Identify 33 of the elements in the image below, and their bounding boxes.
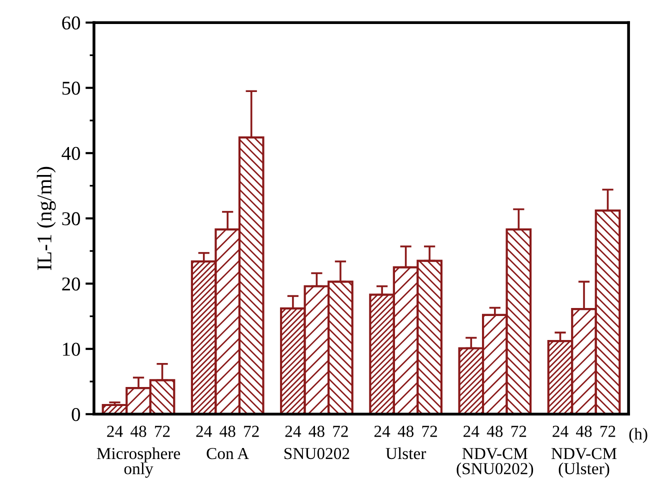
y-tick-label: 50	[62, 82, 80, 95]
y-tick-label: 40	[62, 146, 80, 160]
x-tick-label: NDV-CM (Ulster)	[551, 448, 617, 478]
x-tick-label: SNU0202	[284, 448, 350, 460]
text: 72	[422, 426, 437, 437]
y-tick-label: 10	[63, 342, 80, 356]
text: 72	[600, 426, 616, 437]
text: 72	[511, 426, 526, 437]
y-axis-title: IL-1 (ng/ml)	[36, 166, 56, 270]
x-tick-label: Con A	[206, 448, 250, 460]
x-tick-label: NDV-CM (SNU0202)	[456, 448, 534, 478]
y-tick-label: 30	[62, 212, 80, 226]
text: 48	[486, 426, 503, 437]
x-tick-label: Microsphere only	[96, 447, 180, 478]
x-tick-label: Ulster	[386, 447, 426, 460]
text: 24	[552, 426, 568, 437]
text: 24	[285, 426, 302, 437]
series-label: 24	[107, 426, 123, 437]
text: 72	[333, 426, 348, 437]
y-tick-label: 0	[72, 408, 80, 422]
text: 24	[464, 426, 480, 437]
text: 48	[398, 426, 414, 437]
text: 24	[196, 426, 212, 437]
text: 48	[576, 426, 592, 437]
series-label: 72	[155, 426, 170, 437]
text: 72	[244, 426, 259, 437]
text: 24	[374, 426, 390, 437]
series-label: 48	[130, 426, 146, 437]
text: 48	[308, 426, 324, 437]
text: 48	[220, 426, 236, 437]
y-tick-label: 60	[62, 16, 80, 30]
y-tick-label: 20	[62, 277, 80, 291]
text: (h)	[629, 428, 648, 443]
